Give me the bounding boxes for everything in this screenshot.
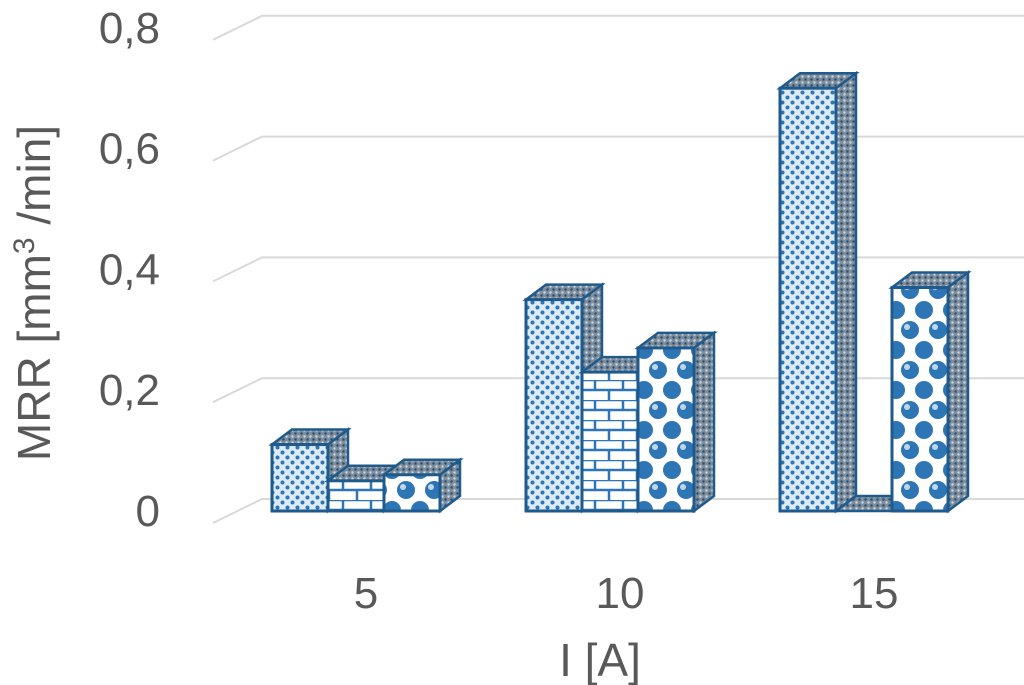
y-tick-label: 0 (136, 487, 160, 536)
gridlines (212, 14, 1024, 524)
x-axis-ticks: 5 10 15 (354, 569, 899, 618)
y-tick-label: 0,4 (99, 245, 160, 294)
bar-front (778, 86, 838, 513)
y-axis-title-main: MRR [mm (8, 254, 60, 461)
gridline (212, 377, 1024, 404)
bar-front (636, 346, 696, 513)
bar-front (524, 298, 584, 513)
x-tick-label: 10 (596, 569, 645, 618)
gridline (212, 14, 1024, 41)
y-tick-label: 0,8 (99, 4, 160, 53)
bar (380, 457, 464, 514)
bar (776, 70, 860, 514)
y-tick-label: 0,2 (99, 366, 160, 415)
bars (268, 70, 972, 514)
gridline (212, 256, 1024, 283)
y-tick-label: 0,6 (99, 125, 160, 174)
y-axis-ticks: 0 0,2 0,4 0,6 0,8 (99, 4, 160, 536)
gridline (212, 135, 1024, 162)
bar-side (692, 330, 716, 514)
y-axis-title: MRR [mm3 /min] (8, 125, 60, 461)
bar-front (382, 473, 442, 513)
x-tick-label: 15 (850, 569, 899, 618)
x-axis-title: I [A] (559, 634, 641, 685)
y-axis-title-sup: 3 (8, 237, 41, 254)
bar-front (580, 370, 640, 513)
bar (888, 270, 972, 514)
x-tick-label: 5 (354, 569, 378, 618)
bar-front (270, 443, 330, 513)
bar (634, 330, 718, 514)
bar-front (326, 479, 386, 513)
y-axis-title-tail: /min] (8, 125, 60, 237)
bar-side (946, 270, 970, 514)
bar-side (834, 70, 858, 514)
gridline (212, 498, 1024, 524)
bar-front (890, 286, 950, 513)
